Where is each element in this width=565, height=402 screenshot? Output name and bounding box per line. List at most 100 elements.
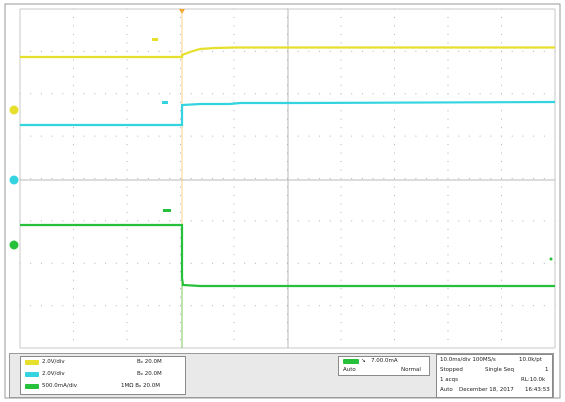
grid-dot — [254, 135, 256, 137]
trigger-level: 7.00.0mA — [371, 358, 398, 364]
grid-dot — [94, 178, 96, 179]
grid-dot — [73, 203, 74, 205]
grid-dot — [287, 322, 288, 324]
grid-dot — [180, 25, 181, 27]
grid-dot — [126, 237, 128, 239]
grid-dot — [233, 152, 235, 154]
grid-dot — [62, 93, 64, 95]
grid-dot — [180, 16, 181, 18]
grid-dot — [404, 305, 406, 307]
grid-dot — [340, 194, 342, 196]
grid-dot — [73, 211, 74, 213]
grid-dot — [501, 322, 502, 324]
grid-dot — [340, 305, 342, 307]
grid-dot — [169, 93, 171, 95]
grid-dot — [543, 220, 545, 222]
grid-dot — [404, 220, 406, 222]
grid-dot — [201, 93, 203, 95]
trigger-mode: Normal — [401, 367, 421, 373]
grid-dot — [447, 135, 449, 137]
grid-dot — [233, 59, 235, 61]
grid-dot — [73, 16, 74, 18]
grid-dot — [180, 118, 181, 120]
grid-dot — [501, 152, 502, 154]
grid-dot — [287, 313, 288, 315]
grid-dot — [447, 254, 449, 256]
grid-dot — [447, 194, 449, 196]
grid-dot — [501, 203, 502, 205]
grid-dot — [40, 135, 42, 137]
counter-value: 1 — [545, 367, 549, 373]
grid-dot — [447, 339, 449, 341]
grid-dot — [415, 50, 417, 52]
grid-dot — [522, 262, 524, 264]
grid-dot — [329, 93, 331, 95]
grid-dot — [383, 93, 385, 95]
grid-dot — [340, 279, 342, 281]
grid-dot — [126, 169, 128, 171]
channel-1-badge[interactable] — [25, 360, 39, 365]
grid-dot — [447, 84, 449, 86]
grid-dot — [329, 50, 331, 52]
grid-dot — [51, 135, 53, 137]
grid-dot — [40, 220, 42, 222]
grid-dot — [394, 313, 395, 315]
grid-dot — [394, 16, 395, 18]
grid-dot — [501, 33, 502, 35]
grid-dot — [222, 220, 224, 222]
grid-dot — [329, 135, 331, 137]
grid-dot — [201, 305, 203, 307]
grid-dot — [287, 50, 288, 52]
grid-dot — [394, 67, 395, 69]
grid-dot — [394, 84, 395, 86]
grid-dot — [522, 50, 524, 52]
grid-dot — [436, 262, 438, 264]
channel-3-badge[interactable] — [25, 384, 39, 389]
grid-dot — [394, 262, 395, 264]
grid-dot — [212, 220, 214, 222]
grid-dot — [394, 194, 395, 196]
grid-dot — [287, 118, 288, 120]
grid-dot — [340, 271, 342, 273]
grid-dot — [276, 305, 278, 307]
grid-dot — [287, 228, 288, 230]
grid-dot — [479, 50, 481, 52]
grid-dot — [126, 16, 128, 18]
grid-dot — [126, 254, 128, 256]
grid-dot — [222, 178, 224, 179]
grid-dot — [180, 161, 181, 163]
grid-dot — [468, 93, 470, 95]
grid-dot — [126, 84, 128, 86]
grid-dot — [212, 262, 214, 264]
grid-dot — [501, 245, 502, 247]
grid-dot — [447, 42, 449, 44]
grid-dot — [40, 178, 42, 179]
grid-dot — [372, 220, 374, 222]
grid-dot — [436, 305, 438, 307]
grid-dot — [351, 220, 353, 222]
grid-dot — [105, 93, 107, 95]
grid-dot — [394, 169, 395, 171]
grid-dot — [511, 50, 513, 52]
grid-dot — [447, 271, 449, 273]
grid-dot — [361, 262, 363, 264]
grid-dot — [233, 118, 235, 120]
grid-dot — [19, 220, 21, 222]
grid-dot — [73, 25, 74, 27]
grid-dot — [158, 305, 160, 307]
grid-dot — [30, 305, 32, 307]
grid-dot — [351, 262, 353, 264]
trigger-source-badge[interactable] — [343, 359, 359, 364]
grid-dot — [458, 220, 460, 222]
grid-dot — [447, 93, 449, 95]
grid-dot — [190, 178, 192, 179]
channel-2-badge[interactable] — [25, 372, 39, 377]
grid-dot — [351, 305, 353, 307]
grid-dot — [394, 186, 395, 188]
grid-dot — [94, 305, 96, 307]
grid-dot — [340, 118, 342, 120]
grid-dot — [73, 118, 74, 120]
grid-dot — [447, 228, 449, 230]
grid-dot — [287, 76, 288, 78]
grid-dot — [126, 194, 128, 196]
